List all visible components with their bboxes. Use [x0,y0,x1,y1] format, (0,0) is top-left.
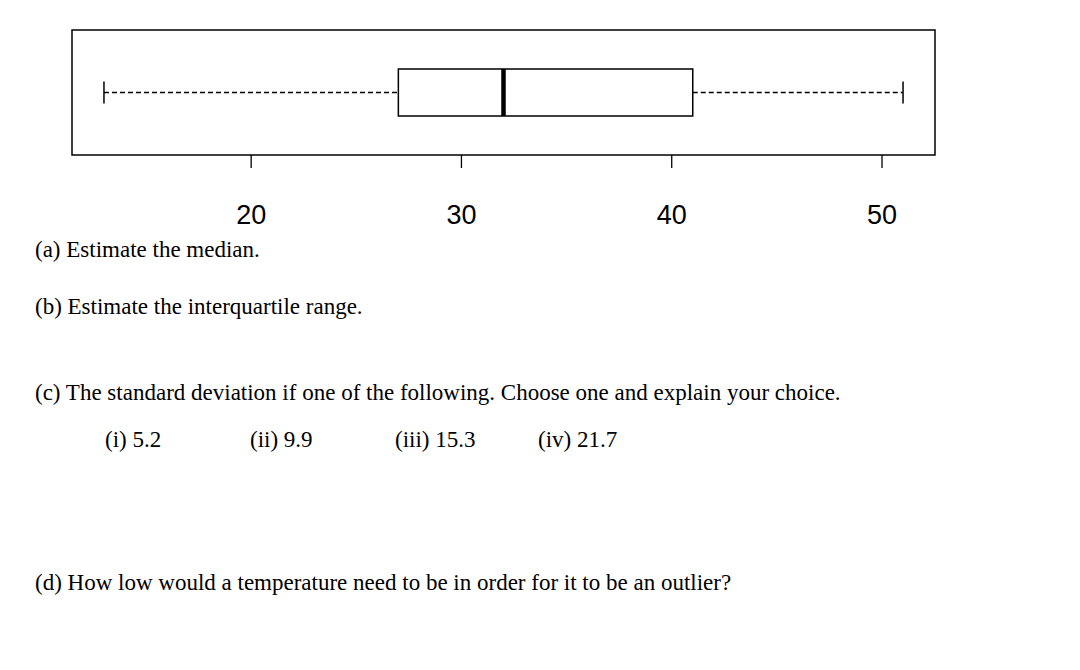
whisker-cap-low [103,82,105,104]
choice: (i) 5.2 [105,427,161,452]
question: (d) How low would a temperature need to … [35,570,731,595]
tick-label: 40 [657,200,687,230]
choice: (iv) 21.7 [538,427,617,452]
whisker-cap-high [902,82,904,104]
tick [671,155,672,168]
whisker-high [693,92,903,93]
boxes [104,69,903,116]
question: (a) Estimate the median. [35,237,260,262]
tick-label: 30 [446,200,476,230]
canvas: 20 30 40 50 (a) Estimate the median. (b) Esti… [0,0,1080,670]
page: 20 30 40 50 (a) Estimate the median. (b) Esti… [0,0,1080,670]
question: (c) The standard deviation if one of the… [35,380,841,405]
tick-label: 20 [236,200,266,230]
tick-label: 50 [867,200,897,230]
median-line [501,69,506,116]
plot-frame [72,30,935,155]
choice: (ii) 9.9 [250,427,313,452]
box [398,69,692,116]
tick [251,155,252,168]
question: (b) Estimate the interquartile range. [35,294,363,319]
choice: (iii) 15.3 [395,427,476,452]
whisker-low [104,92,398,93]
tick [461,155,462,168]
tick [881,155,882,168]
